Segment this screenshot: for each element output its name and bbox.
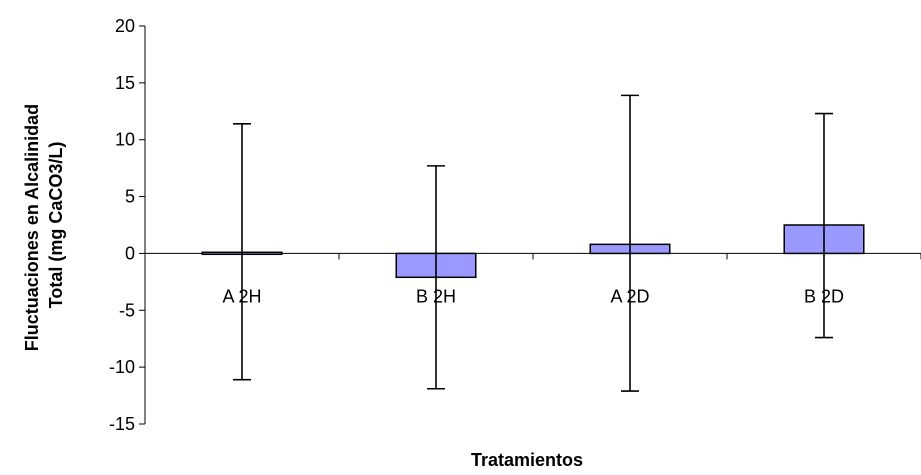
y-tick-label: -10 [109,357,135,377]
y-tick-label: -15 [109,414,135,434]
y-tick-label: 5 [125,187,135,207]
x-tick-label: B 2D [804,286,844,306]
y-axis-title-line-2: Total (mg CaCO3/L) [46,142,66,309]
x-axis-title: Tratamientos [471,450,583,470]
y-tick-label: -5 [119,300,135,320]
y-axis-title: Fluctuaciones en Alcalinidad Total (mg C… [22,99,66,351]
y-tick-label: 0 [125,243,135,263]
x-tick-label: A 2H [222,286,261,306]
x-tick-label: B 2H [416,286,456,306]
y-tick-label: 15 [115,73,135,93]
y-tick-label: 20 [115,16,135,36]
y-axis-title-line-1: Fluctuaciones en Alcalinidad [22,104,42,351]
y-tick-label: 10 [115,130,135,150]
x-tick-label: A 2D [610,286,649,306]
